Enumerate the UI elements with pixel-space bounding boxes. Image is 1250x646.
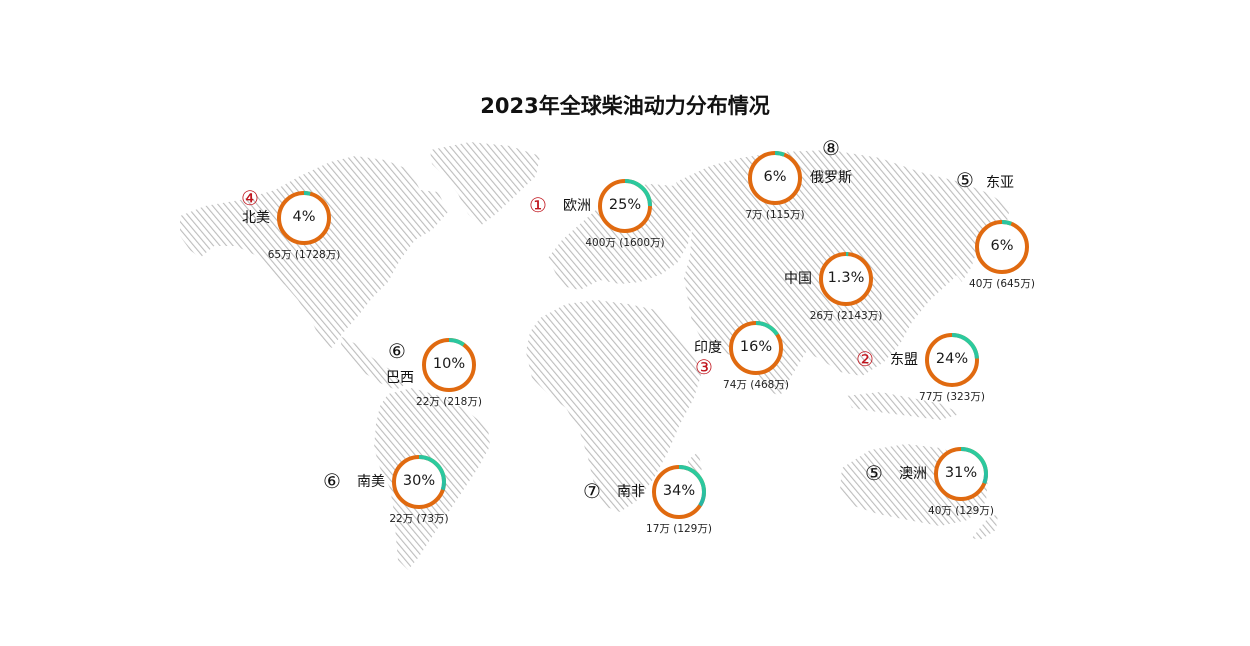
region-china-percent: 1.3% xyxy=(827,270,865,286)
region-south-africa-ring xyxy=(650,463,708,521)
continent-central-america xyxy=(340,336,406,390)
region-brazil-detail: 22万 (218万) xyxy=(416,396,482,408)
region-south-america-percent: 30% xyxy=(402,473,436,489)
region-brazil-percent: 10% xyxy=(432,356,466,372)
region-australia-detail: 40万 (129万) xyxy=(928,505,994,517)
region-russia-ring-share xyxy=(748,151,802,205)
region-brazil-ring xyxy=(420,336,478,394)
region-europe-name: 欧洲 xyxy=(563,198,591,214)
region-india-name: 印度 xyxy=(694,340,722,356)
region-south-america-ring xyxy=(390,453,448,511)
page-title: 2023年全球柴油动力分布情况 xyxy=(480,94,770,118)
region-australia-ring-share xyxy=(934,447,988,501)
region-australia-ring xyxy=(932,445,990,503)
region-south-america-ring-share xyxy=(392,455,446,509)
region-russia-name: 俄罗斯 xyxy=(810,170,852,186)
region-australia-name: 澳洲 xyxy=(899,466,927,482)
region-russia-ring xyxy=(746,149,804,207)
region-india-ring xyxy=(727,319,785,377)
region-china-detail: 26万 (2143万) xyxy=(809,310,883,322)
region-south-africa-ring-share xyxy=(652,465,706,519)
region-europe-ring-share xyxy=(598,179,652,233)
region-china-ring-share xyxy=(819,252,873,306)
region-south-america-rank: ⑥ xyxy=(323,469,341,493)
region-australia-percent: 31% xyxy=(944,465,978,481)
region-east-asia-detail: 40万 (645万) xyxy=(969,278,1035,290)
region-india-rank: ③ xyxy=(695,355,713,379)
region-east-asia-ring xyxy=(973,218,1031,276)
region-east-asia-percent: 6% xyxy=(990,238,1014,254)
continent-new-zealand xyxy=(972,514,998,540)
region-russia-detail: 7万 (115万) xyxy=(745,209,805,221)
region-brazil-ring-share xyxy=(422,338,476,392)
region-north-america-ring-share xyxy=(277,191,331,245)
region-south-africa-rank: ⑦ xyxy=(583,479,601,503)
continent-greenland xyxy=(430,142,540,226)
region-china-ring xyxy=(817,250,875,308)
region-russia-percent: 6% xyxy=(763,169,787,185)
region-south-america-name: 南美 xyxy=(357,474,385,490)
continent-islands xyxy=(846,392,960,420)
region-europe-rank: ① xyxy=(529,193,547,217)
region-china-name: 中国 xyxy=(784,271,812,287)
region-asean-detail: 77万 (323万) xyxy=(919,391,985,403)
region-south-africa-detail: 17万 (129万) xyxy=(646,523,712,535)
continent-africa xyxy=(526,300,702,512)
region-north-america-rank: ④ xyxy=(241,186,259,210)
region-brazil-name: 巴西 xyxy=(386,370,414,386)
region-india-detail: 74万 (468万) xyxy=(723,379,789,391)
region-asean-percent: 24% xyxy=(935,351,969,367)
continent-north-america xyxy=(180,156,448,348)
region-north-america-name: 北美 xyxy=(242,210,270,226)
region-east-asia-name: 东亚 xyxy=(986,175,1014,191)
region-india-percent: 16% xyxy=(739,339,773,355)
region-russia-rank: ⑧ xyxy=(822,136,840,160)
region-asean-name: 东盟 xyxy=(890,352,918,368)
region-south-america-detail: 22万 (73万) xyxy=(389,513,449,525)
region-australia-rank: ⑤ xyxy=(865,461,883,485)
region-east-asia-rank: ⑤ xyxy=(956,168,974,192)
region-south-africa-percent: 34% xyxy=(662,483,696,499)
region-north-america-detail: 65万 (1728万) xyxy=(267,249,341,261)
region-asean-ring-share xyxy=(925,333,979,387)
region-india-ring-share xyxy=(729,321,783,375)
region-brazil-rank: ⑥ xyxy=(388,339,406,363)
continent-europe xyxy=(548,184,692,290)
region-east-asia-ring-share xyxy=(975,220,1029,274)
region-asean-rank: ② xyxy=(856,347,874,371)
region-europe-ring xyxy=(596,177,654,235)
region-europe-detail: 400万 (1600万) xyxy=(585,237,665,249)
region-asean-ring xyxy=(923,331,981,389)
region-north-america-percent: 4% xyxy=(292,209,316,225)
region-south-africa-name: 南非 xyxy=(617,484,645,500)
continent-japan xyxy=(954,228,978,282)
region-north-america-ring xyxy=(275,189,333,247)
region-europe-percent: 25% xyxy=(608,197,642,213)
